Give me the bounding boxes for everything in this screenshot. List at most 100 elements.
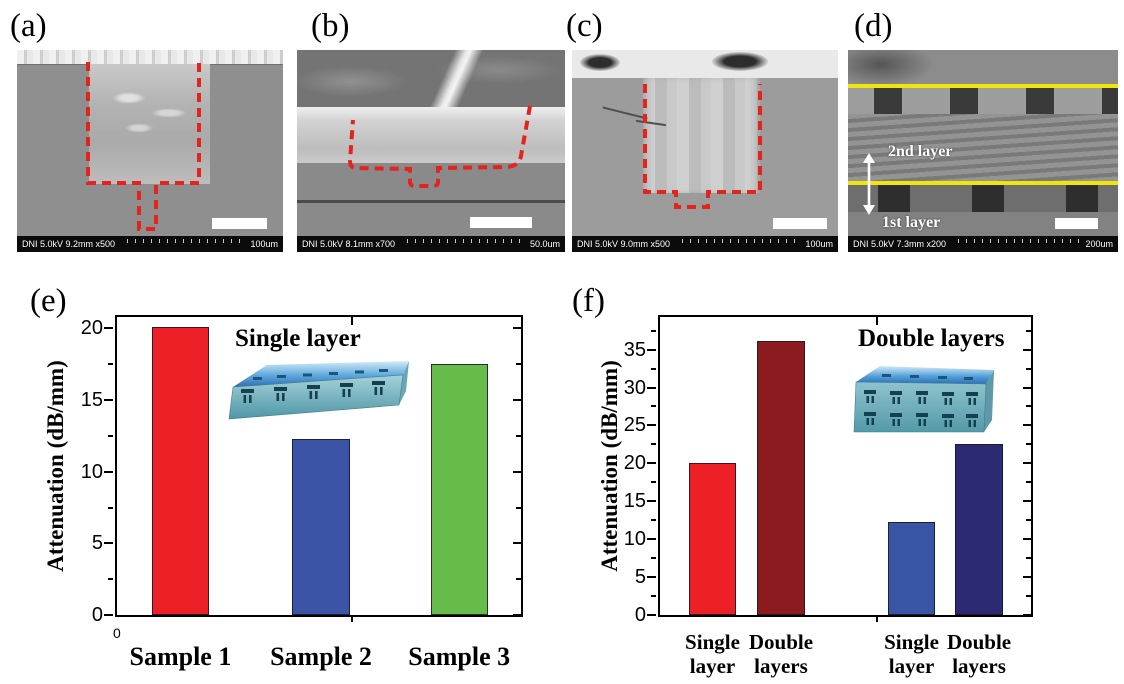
y-minor-tick-right [1026,519,1031,522]
sem-b-ruler-ticks [407,239,524,243]
sem-b-upper-region [297,50,565,107]
second-layer-annotation: 2nd layer [888,143,953,160]
y-tick-label: 15 [623,490,646,513]
sem-c-dark-blob [580,54,620,71]
scale-bar [470,217,532,228]
sem-a-texture [99,80,199,140]
y-minor-tick-right [1026,329,1031,332]
sem-micrograph-a: DNI 5.0kV 9.2mm x500 100um [17,50,283,252]
y-major-tick-left [647,538,656,541]
panel-label-a: (a) [10,8,47,44]
y-major-tick-right [1023,500,1031,503]
sem-a-scale-label: 100um [250,239,278,249]
y-minor-tick-left [651,557,656,560]
y-tick-label: 0 [634,604,646,626]
y-major-tick-right [513,614,521,616]
layer-boundary-line-bottom [848,181,1118,185]
sem-b-meta-text: DNI 5.0kV 8.1mm x700 [302,239,396,249]
trench-outline-dashed [347,105,532,188]
sem-b-dark-line [297,200,565,203]
x-axis-tick-top [876,317,879,325]
bar-3 [887,521,936,615]
y-minor-tick-left [108,434,113,437]
sem-a-meta-text: DNI 5.0kV 9.2mm x500 [22,239,116,249]
bar-1 [688,462,737,615]
y-major-tick-left [647,462,656,465]
y-minor-tick-right [516,434,521,437]
double-layer-slab-illustration [853,366,994,433]
y-tick-label: 0 [91,604,103,626]
sem-d-middle-texture [848,114,1118,181]
double-arrow-icon [863,153,875,215]
y-major-tick-right [1023,538,1031,541]
y-tick-label: 10 [80,460,103,483]
x-category-label: Sample 1 [129,642,232,671]
y-minor-tick-left [108,578,113,581]
trench-outline-dashed [643,84,762,209]
y-tick-label: 5 [91,532,103,555]
plot-area [647,315,1033,622]
y-major-tick-right [1023,462,1031,465]
y-tick-label: 20 [623,452,646,475]
x-axis-tick-top [351,317,354,325]
y-minor-tick-right [516,578,521,581]
inset-title-double-layers: Double layers [858,325,1005,352]
sem-d-scale-label: 200um [1085,239,1113,249]
y-major-tick-right [513,542,521,545]
y-major-tick-left [104,614,113,616]
y-major-tick-right [1023,576,1031,579]
panel-label-c: (c) [566,8,603,44]
y-major-tick-left [647,614,656,616]
y-minor-tick-left [108,363,113,366]
y-tick-label: 5 [634,566,646,589]
sem-a-info-bar: DNI 5.0kV 9.2mm x500 100um [17,236,283,252]
x-category-label: Double layers [748,630,814,679]
sem-d-ruler-ticks [958,239,1080,243]
y-major-tick-right [513,327,521,330]
layer-boundary-line-top [848,84,1118,88]
y-minor-tick-left [651,481,656,484]
scale-bar [773,218,827,229]
y-major-tick-right [1023,386,1031,389]
y-minor-tick-right [1026,405,1031,408]
sem-c-scale-label: 100um [805,239,833,249]
sem-a-surface-layer [17,50,283,65]
sem-c-outline-overlay [643,84,762,209]
y-major-tick-left [647,576,656,579]
sem-d-meta-text: DNI 5.0kV 7.3mm x200 [853,239,947,249]
sem-c-ruler-ticks [682,239,800,243]
y-tick-label: 20 [80,317,103,340]
bar-3 [430,364,488,615]
x-origin-label: 0 [113,625,121,641]
y-minor-tick-left [651,519,656,522]
y-major-tick-left [104,542,113,545]
first-layer-annotation: 1st layer [882,214,941,231]
y-major-tick-right [1023,348,1031,351]
x-category-label: Sample 2 [270,642,372,671]
sem-d-info-bar: DNI 5.0kV 7.3mm x200 200um [848,236,1118,252]
inset-title-single-layer: Single layer [235,325,361,352]
y-tick-label: 10 [623,528,646,551]
sem-b-info-bar: DNI 5.0kV 8.1mm x700 50.0um [297,236,565,252]
bar-4 [955,444,1003,615]
y-major-tick-left [104,470,113,473]
y-tick-label: 15 [80,389,103,412]
y-tick-label: 25 [623,414,646,437]
x-category-label: Single layer [685,630,740,679]
sem-d-first-layer-slots [848,185,1118,212]
y-minor-tick-left [651,367,656,370]
sem-micrograph-c: DNI 5.0kV 9.0mm x500 100um [572,50,838,252]
x-category-label: Single layer [884,630,939,679]
sem-c-dark-blob [712,52,768,71]
panel-label-b: (b) [311,8,350,44]
y-minor-tick-right [1026,557,1031,560]
y-minor-tick-right [1026,481,1031,484]
y-minor-tick-left [108,506,113,509]
sem-d-second-layer-slots [848,88,1118,114]
sem-micrograph-b: DNI 5.0kV 8.1mm x700 50.0um [297,50,565,252]
y-minor-tick-right [516,363,521,366]
x-axis-tick-bottom [876,615,879,622]
y-major-tick-left [647,348,656,351]
y-tick-label: 35 [623,338,646,361]
